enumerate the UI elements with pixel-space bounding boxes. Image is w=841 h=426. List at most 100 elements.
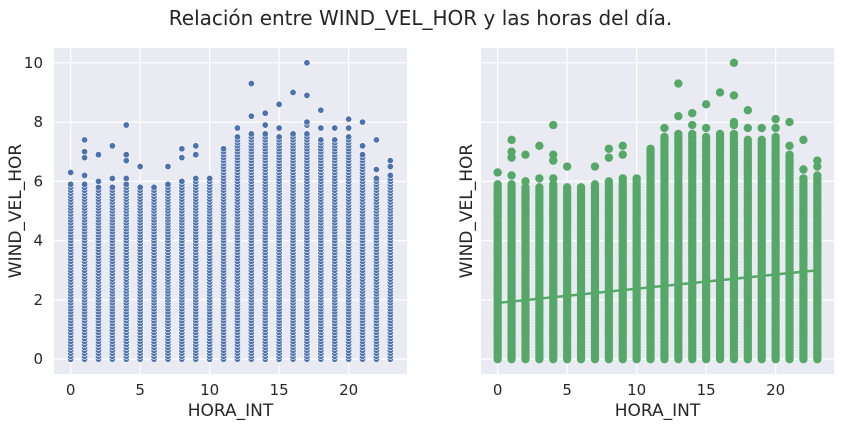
left-data-point (150, 183, 158, 191)
left-x-tick-label: 20 (339, 381, 358, 399)
right-outlier-point (604, 153, 614, 162)
left-y-tick-label: 0 (33, 350, 43, 368)
left-data-point (136, 183, 144, 191)
right-plot-background (481, 48, 834, 374)
left-outlier-point (67, 168, 75, 176)
left-outlier-point (94, 151, 102, 159)
left-outlier-point (345, 124, 353, 132)
right-outlier-point (618, 150, 627, 159)
right-outlier-point (507, 147, 516, 156)
right-outlier-point (535, 141, 544, 150)
right-data-point (799, 174, 808, 183)
right-outlier-point (535, 174, 544, 183)
right-outlier-point (688, 120, 697, 130)
right-outlier-point (549, 120, 558, 130)
left-outlier-point (247, 80, 255, 88)
left-data-point (372, 174, 380, 182)
right-data-point (507, 180, 516, 189)
right-outlier-point (549, 174, 558, 183)
left-outlier-point (261, 121, 269, 129)
right-data-point (688, 129, 697, 139)
left-outlier-point (164, 163, 172, 171)
left-data-point (317, 136, 325, 144)
right-outlier-point (785, 117, 794, 127)
left-x-tick-label: 15 (270, 381, 289, 399)
right-outlier-point (729, 117, 739, 127)
left-data-point (67, 180, 75, 188)
right-outlier-point (799, 165, 808, 174)
left-outlier-point (359, 118, 367, 126)
right-data-point (632, 174, 641, 183)
right-data-point (562, 183, 572, 192)
left-outlier-point (81, 171, 89, 179)
figure-title: Relación entre WIND_VEL_HOR y las horas … (168, 6, 673, 30)
left-outlier-point (372, 166, 380, 174)
right-data-point (771, 132, 780, 142)
left-outlier-point (372, 136, 380, 144)
left-outlier-point (317, 124, 325, 132)
left-data-point (233, 133, 241, 141)
regression-line (497, 269, 818, 305)
right-outlier-point (590, 162, 600, 171)
right-outlier-point (493, 168, 502, 177)
left-outlier-point (386, 157, 394, 165)
left-x-tick-label: 10 (200, 381, 219, 399)
left-data-point (331, 136, 339, 144)
right-outlier-point (701, 100, 711, 109)
right-data-point (729, 129, 739, 139)
right-outlier-point (813, 156, 822, 165)
left-outlier-point (178, 145, 186, 153)
right-y-axis-label: WIND_VEL_HOR (457, 144, 477, 279)
right-data-point (743, 135, 753, 145)
left-y-tick-label: 8 (33, 113, 43, 131)
right-outlier-point (549, 150, 558, 159)
right-x-tick-label: 20 (766, 381, 785, 399)
right-outlier-point (562, 162, 572, 171)
left-plot-background (54, 48, 407, 374)
left-scatter-plot: 0 5 10 15 20 0 2 4 6 8 10 HORA_INT WIND_VEL_HOR (6, 48, 407, 421)
left-x-tick-label: 5 (135, 381, 145, 399)
left-data-point (192, 174, 200, 182)
left-outlier-point (122, 157, 130, 165)
right-data-point (715, 129, 725, 139)
left-data-point (94, 183, 102, 191)
right-data-point (757, 135, 766, 145)
right-data-point (618, 174, 627, 183)
right-x-tick-label: 10 (627, 381, 646, 399)
right-outlier-point (674, 111, 683, 121)
left-outlier-point (275, 100, 283, 108)
left-outlier-point (122, 174, 130, 182)
left-data-point (206, 174, 214, 182)
right-outlier-point (549, 156, 558, 165)
right-outlier-point (618, 141, 627, 150)
left-data-point (122, 180, 130, 188)
right-outlier-point (743, 106, 753, 115)
left-outlier-point (81, 154, 89, 162)
left-y-tick-label: 6 (33, 172, 43, 190)
right-x-tick-label: 0 (493, 381, 503, 399)
left-data-point (261, 130, 269, 138)
left-outlier-point (303, 118, 311, 126)
left-outlier-point (261, 109, 269, 117)
left-data-point (247, 130, 255, 138)
left-outlier-point (81, 148, 89, 156)
right-outlier-point (507, 171, 516, 180)
left-outlier-point (192, 142, 200, 150)
right-data-point (535, 183, 544, 192)
left-outlier-point (122, 151, 130, 159)
left-y-tick-label: 2 (33, 291, 43, 309)
right-outlier-point (507, 135, 516, 145)
left-y-tick-label: 4 (33, 232, 43, 250)
right-data-point (813, 171, 822, 180)
left-data-point (359, 151, 367, 159)
right-x-axis-label: HORA_INT (615, 401, 701, 421)
left-outlier-point (108, 174, 116, 182)
right-outlier-point (521, 150, 530, 159)
left-y-tick-label: 10 (24, 54, 43, 72)
right-outlier-point (715, 88, 725, 97)
left-outlier-point (178, 154, 186, 162)
right-outlier-point (771, 114, 780, 124)
right-data-point (604, 177, 614, 186)
left-outlier-point (136, 163, 144, 171)
right-outlier-point (743, 123, 753, 133)
